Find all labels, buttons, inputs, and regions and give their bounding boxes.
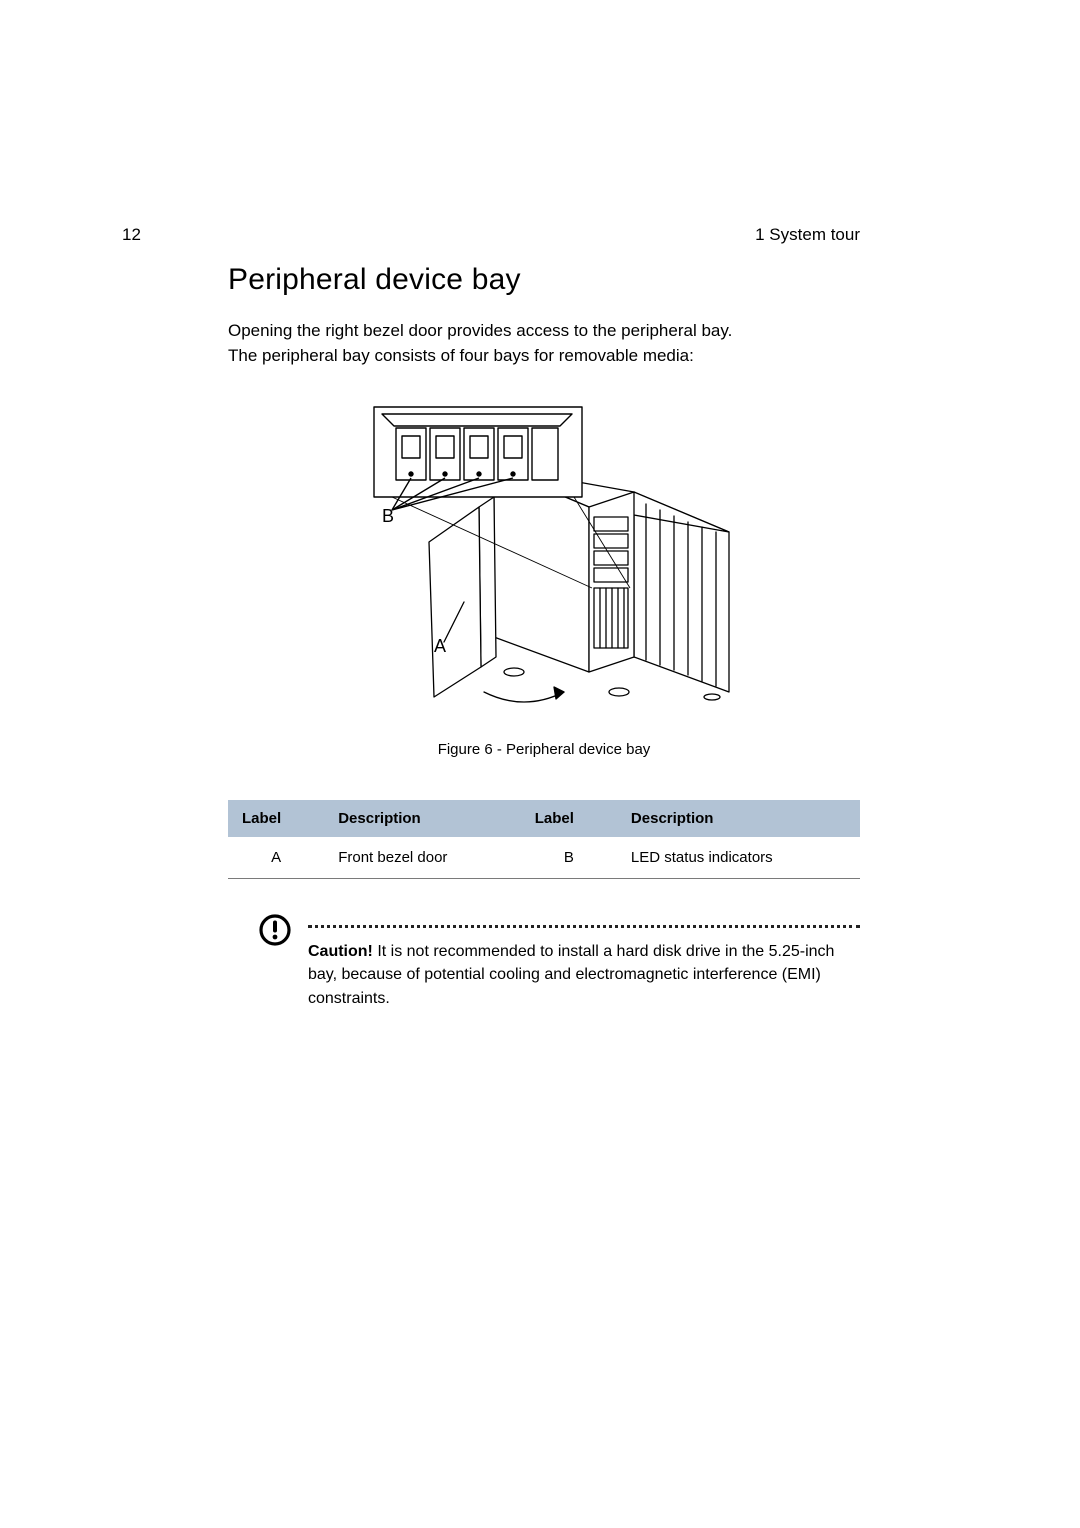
- cell-a-desc: Front bezel door: [324, 837, 521, 879]
- label-description-table: Label Description Label Description A Fr…: [228, 800, 860, 879]
- intro-paragraph: Opening the right bezel door provides ac…: [228, 319, 860, 368]
- caution-text: Caution! It is not recommended to instal…: [308, 940, 860, 1010]
- intro-line-2: The peripheral bay consists of four bays…: [228, 346, 694, 365]
- cell-b-desc: LED status indicators: [617, 837, 860, 879]
- col-desc-1: Description: [324, 800, 521, 837]
- col-label-1: Label: [228, 800, 324, 837]
- section-title: Peripheral device bay: [228, 263, 860, 297]
- intro-line-1: Opening the right bezel door provides ac…: [228, 321, 732, 340]
- caution-block: Caution! It is not recommended to instal…: [228, 919, 860, 1010]
- device-bay-illustration: B A: [334, 392, 754, 727]
- table-row: A Front bezel door B LED status indicato…: [228, 837, 860, 879]
- figure-caption: Figure 6 - Peripheral device bay: [438, 741, 651, 758]
- table-header-row: Label Description Label Description: [228, 800, 860, 837]
- cell-b-label: B: [521, 837, 617, 879]
- caution-icon: [258, 913, 292, 947]
- cell-a-label: A: [228, 837, 324, 879]
- page-number: 12: [122, 225, 141, 245]
- caution-content: Caution! It is not recommended to instal…: [308, 919, 860, 1010]
- figure-container: B A Figure 6 - Peripheral device bay: [228, 386, 860, 782]
- callout-a-letter: A: [434, 636, 446, 656]
- callout-b-letter: B: [382, 506, 394, 526]
- caution-body: It is not recommended to install a hard …: [308, 943, 834, 1006]
- dotted-divider: [308, 925, 860, 928]
- caution-bold: Caution!: [308, 943, 373, 960]
- page-content: Peripheral device bay Opening the right …: [228, 225, 860, 1010]
- col-label-2: Label: [521, 800, 617, 837]
- col-desc-2: Description: [617, 800, 860, 837]
